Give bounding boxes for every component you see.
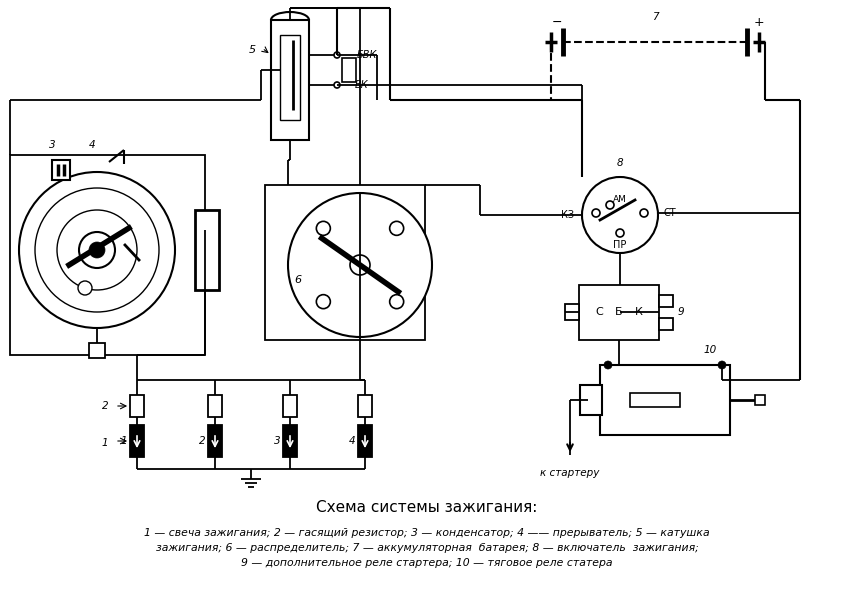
Text: КЗ: КЗ bbox=[560, 210, 574, 220]
Circle shape bbox=[606, 201, 613, 209]
Text: +: + bbox=[753, 15, 763, 29]
Circle shape bbox=[334, 82, 339, 88]
Text: Б: Б bbox=[614, 307, 622, 317]
Circle shape bbox=[615, 229, 624, 237]
Bar bbox=[357, 425, 372, 457]
Text: 2: 2 bbox=[102, 401, 108, 411]
Circle shape bbox=[35, 188, 159, 312]
Text: −: − bbox=[551, 15, 561, 29]
Text: к стартеру: к стартеру bbox=[540, 468, 599, 478]
Bar bbox=[341, 58, 356, 82]
Text: 9: 9 bbox=[677, 307, 683, 317]
Text: СТ: СТ bbox=[663, 208, 676, 218]
Text: ПР: ПР bbox=[612, 240, 626, 250]
Text: БВК: БВК bbox=[357, 50, 377, 60]
Bar bbox=[10, 155, 205, 355]
Circle shape bbox=[287, 193, 432, 337]
Circle shape bbox=[603, 361, 612, 369]
Circle shape bbox=[639, 209, 647, 217]
Circle shape bbox=[316, 221, 330, 235]
Text: 3: 3 bbox=[273, 436, 280, 446]
Text: 1 — свеча зажигания; 2 — гасящий резистор; 3 — конденсатор; 4 —— прерыватель; 5 : 1 — свеча зажигания; 2 — гасящий резисто… bbox=[144, 528, 709, 538]
Bar bbox=[579, 385, 601, 415]
Bar bbox=[89, 343, 105, 358]
Circle shape bbox=[316, 295, 330, 309]
Circle shape bbox=[717, 361, 725, 369]
Text: С: С bbox=[595, 307, 602, 317]
Bar bbox=[270, 20, 309, 140]
Circle shape bbox=[581, 177, 657, 253]
Bar bbox=[659, 318, 672, 330]
Text: 9 — дополнительное реле стартера; 10 — тяговое реле статера: 9 — дополнительное реле стартера; 10 — т… bbox=[241, 558, 612, 568]
Text: 1: 1 bbox=[102, 438, 108, 448]
Circle shape bbox=[79, 232, 115, 268]
Text: 8: 8 bbox=[616, 158, 623, 168]
Bar bbox=[754, 395, 764, 405]
Text: 2: 2 bbox=[199, 436, 205, 446]
Text: К: К bbox=[635, 307, 642, 317]
Circle shape bbox=[591, 209, 600, 217]
Bar bbox=[565, 304, 578, 320]
Circle shape bbox=[57, 210, 136, 290]
Bar bbox=[264, 185, 425, 340]
Text: АМ: АМ bbox=[612, 196, 626, 205]
Text: ВК: ВК bbox=[355, 80, 368, 90]
Text: зажигания; 6 — распределитель; 7 — аккумуляторная  батарея; 8 — включатель  зажи: зажигания; 6 — распределитель; 7 — аккум… bbox=[155, 543, 698, 553]
Bar bbox=[357, 395, 372, 417]
Circle shape bbox=[350, 255, 369, 275]
Text: 1: 1 bbox=[120, 436, 127, 446]
Bar bbox=[194, 210, 218, 290]
Bar bbox=[600, 365, 729, 435]
Bar bbox=[578, 285, 659, 340]
Bar bbox=[130, 425, 144, 457]
Bar bbox=[52, 160, 70, 180]
Text: Схема системы зажигания:: Схема системы зажигания: bbox=[316, 500, 537, 516]
Text: 4: 4 bbox=[89, 140, 96, 150]
Circle shape bbox=[78, 281, 92, 295]
Text: 4: 4 bbox=[348, 436, 355, 446]
Circle shape bbox=[389, 221, 403, 235]
Circle shape bbox=[89, 242, 105, 258]
Text: 10: 10 bbox=[703, 345, 716, 355]
Text: 3: 3 bbox=[49, 140, 55, 150]
Text: 6: 6 bbox=[294, 275, 301, 285]
Text: 7: 7 bbox=[651, 12, 658, 22]
Bar bbox=[208, 425, 222, 457]
Bar bbox=[630, 393, 679, 407]
Bar bbox=[282, 425, 297, 457]
Bar bbox=[659, 295, 672, 307]
Circle shape bbox=[389, 295, 403, 309]
Circle shape bbox=[334, 52, 339, 58]
Bar bbox=[208, 395, 222, 417]
Text: 5: 5 bbox=[248, 45, 255, 55]
Bar bbox=[130, 395, 144, 417]
Bar bbox=[282, 395, 297, 417]
Bar bbox=[280, 35, 299, 120]
Circle shape bbox=[19, 172, 175, 328]
